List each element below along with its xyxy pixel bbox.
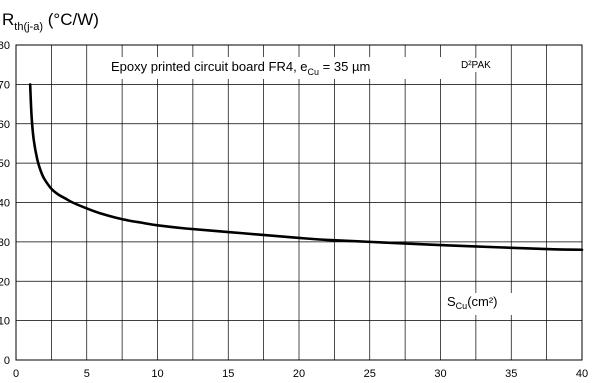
x-tick-label: 25 <box>364 368 376 380</box>
y-tick-label: 10 <box>0 316 10 328</box>
x-tick-label: 15 <box>222 368 234 380</box>
plot-frame <box>15 44 583 361</box>
y-tick-label: 70 <box>0 79 10 91</box>
y-tick-label: 40 <box>0 198 10 210</box>
package-label: D²PAK <box>461 60 491 71</box>
y-tick-label: 80 <box>0 40 10 52</box>
x-tick-label: 0 <box>13 368 19 380</box>
x-tick-label: 10 <box>151 368 163 380</box>
x-tick-label: 20 <box>293 368 305 380</box>
y-tick-label: 50 <box>0 158 10 170</box>
x-tick-labels: 0 5 10 15 20 25 30 35 40 <box>13 368 588 380</box>
x-tick-label: 5 <box>84 368 90 380</box>
y-tick-label: 0 <box>4 355 10 367</box>
y-tick-labels: 0 10 20 30 40 50 60 70 80 <box>0 40 10 367</box>
x-axis-label: SCu(cm²) <box>447 294 498 311</box>
y-tick-label: 60 <box>0 119 10 131</box>
package-label-box <box>458 58 508 72</box>
x-axis-label-box <box>441 293 525 315</box>
x-tick-label: 40 <box>576 368 588 380</box>
x-tick-label: 30 <box>434 368 446 380</box>
annotation-text: Epoxy printed circuit board FR4, eCu = 3… <box>111 59 370 77</box>
x-tick-label: 35 <box>505 368 517 380</box>
y-tick-label: 30 <box>0 237 10 249</box>
y-tick-label: 20 <box>0 276 10 288</box>
data-line-series <box>28 83 584 252</box>
annotation-box <box>104 57 454 79</box>
y-axis-label: Rth(j-a) (°C/W) <box>2 10 99 33</box>
